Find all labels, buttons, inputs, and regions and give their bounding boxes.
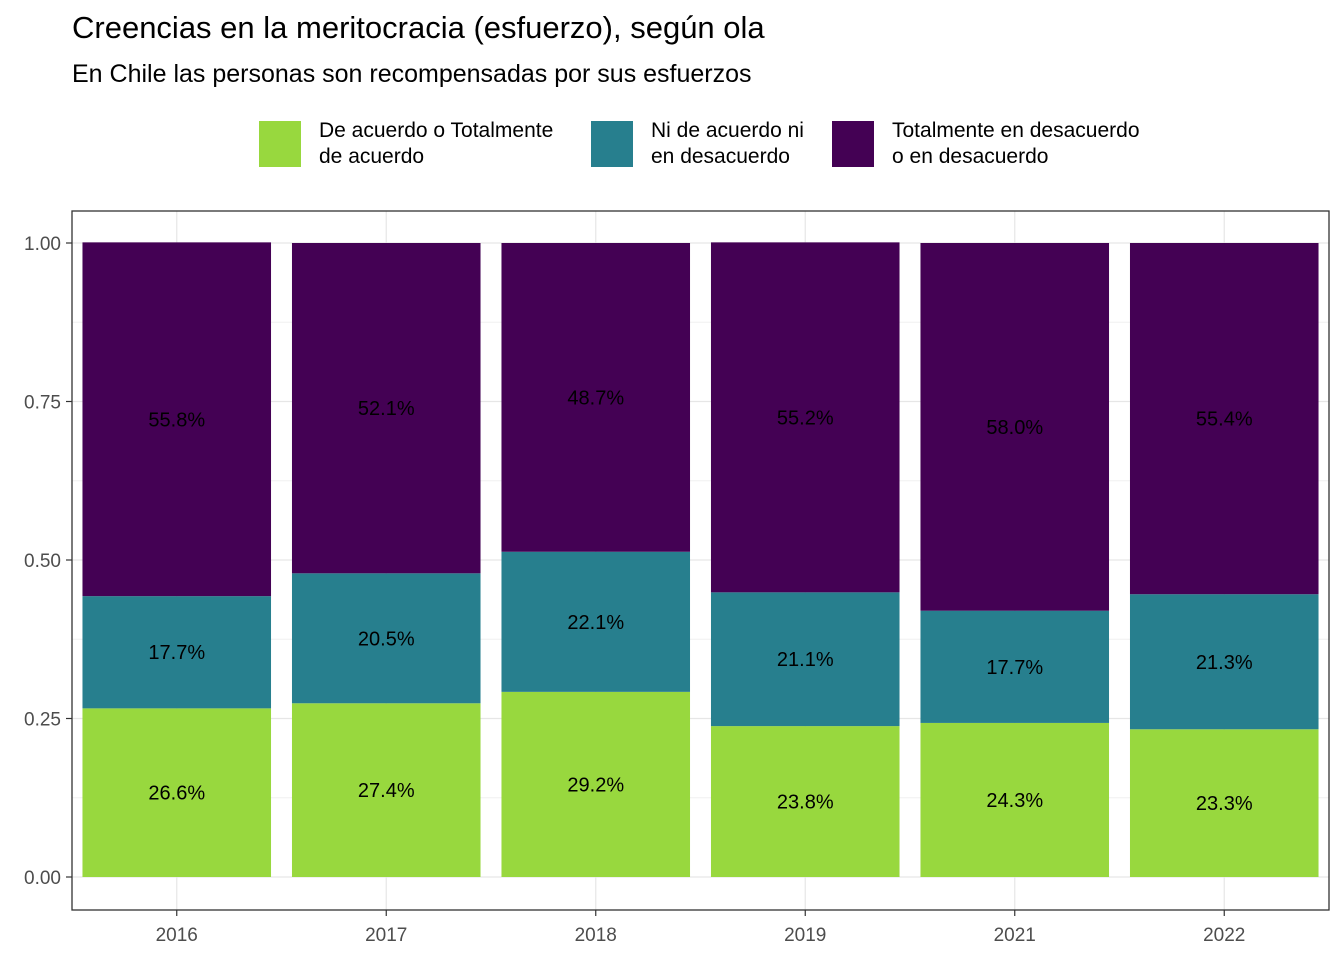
data-label-2019-series-0: 23.8% bbox=[777, 792, 834, 814]
x-tick-label: 2018 bbox=[575, 925, 617, 946]
y-tick-label: 0.25 bbox=[24, 710, 61, 731]
legend-label-disagree-line-2: o en desacuerdo bbox=[892, 145, 1049, 168]
legend-label-agree-line-2: de acuerdo bbox=[319, 145, 425, 168]
x-tick-label: 2017 bbox=[365, 925, 407, 946]
data-label-2016-series-2: 55.8% bbox=[148, 409, 205, 431]
data-label-2018-series-2: 48.7% bbox=[567, 387, 624, 409]
bar-2022-series-1 bbox=[1129, 594, 1319, 730]
bar-2021-series-2 bbox=[920, 243, 1110, 611]
x-tick-label: 2019 bbox=[784, 925, 826, 946]
y-tick-label: 0.75 bbox=[24, 393, 61, 414]
legend-label-agree: De acuerdo o Totalmente de acuerdo bbox=[319, 118, 553, 170]
bar-2019-series-1 bbox=[710, 592, 900, 727]
bar-2016-series-0 bbox=[82, 708, 272, 877]
x-tick-label: 2016 bbox=[156, 925, 198, 946]
data-label-2022-series-1: 21.3% bbox=[1196, 652, 1253, 674]
bar-2021-series-0 bbox=[920, 722, 1110, 877]
data-label-2017-series-0: 27.4% bbox=[358, 780, 415, 802]
bar-2017-series-1 bbox=[291, 573, 481, 704]
legend-key-neutral bbox=[591, 121, 633, 167]
data-label-2022-series-0: 23.3% bbox=[1196, 793, 1253, 815]
data-label-2021-series-0: 24.3% bbox=[986, 790, 1043, 812]
y-tick-label: 1.00 bbox=[24, 234, 61, 255]
bar-2018-series-0 bbox=[501, 691, 691, 877]
data-label-2017-series-1: 20.5% bbox=[358, 628, 415, 650]
legend-label-disagree: Totalmente en desacuerdo o en desacuerdo bbox=[892, 118, 1140, 170]
y-tick-label: 0.00 bbox=[24, 868, 61, 889]
data-label-2016-series-0: 26.6% bbox=[148, 783, 205, 805]
legend-label-neutral-line-1: Ni de acuerdo ni bbox=[651, 119, 804, 142]
legend-item-agree: De acuerdo o Totalmente de acuerdo bbox=[259, 118, 553, 170]
chart-subtitle: En Chile las personas son recompensadas … bbox=[72, 60, 752, 88]
data-label-2018-series-1: 22.1% bbox=[567, 612, 624, 634]
chart-title: Creencias en la meritocracia (esfuerzo),… bbox=[72, 10, 765, 45]
legend-label-neutral-line-2: en desacuerdo bbox=[651, 145, 790, 168]
data-label-2017-series-2: 52.1% bbox=[358, 398, 415, 420]
legend-item-disagree: Totalmente en desacuerdo o en desacuerdo bbox=[832, 118, 1140, 170]
legend-item-neutral: Ni de acuerdo ni en desacuerdo bbox=[591, 118, 804, 170]
data-label-2021-series-2: 58.0% bbox=[986, 417, 1043, 439]
bar-2018-series-2 bbox=[501, 243, 691, 552]
legend-label-neutral: Ni de acuerdo ni en desacuerdo bbox=[651, 118, 804, 170]
bar-2018-series-1 bbox=[501, 551, 691, 692]
bar-2019-series-0 bbox=[710, 726, 900, 877]
legend-key-agree bbox=[259, 121, 301, 167]
bar-2022-series-0 bbox=[1129, 729, 1319, 877]
data-label-2018-series-0: 29.2% bbox=[567, 774, 624, 796]
x-tick-label: 2022 bbox=[1203, 925, 1245, 946]
bar-2022-series-2 bbox=[1129, 243, 1319, 595]
bar-2017-series-0 bbox=[291, 703, 481, 877]
bar-2016-series-2 bbox=[82, 242, 272, 597]
data-label-2016-series-1: 17.7% bbox=[148, 642, 205, 664]
bar-2016-series-1 bbox=[82, 596, 272, 709]
data-label-2019-series-1: 21.1% bbox=[777, 649, 834, 671]
bar-2021-series-1 bbox=[920, 610, 1110, 723]
y-tick-label: 0.50 bbox=[24, 551, 61, 572]
bar-2017-series-2 bbox=[291, 243, 481, 574]
bar-2019-series-2 bbox=[710, 242, 900, 593]
legend-label-agree-line-1: De acuerdo o Totalmente bbox=[319, 119, 554, 142]
data-label-2021-series-1: 17.7% bbox=[986, 657, 1043, 679]
data-label-2022-series-2: 55.4% bbox=[1196, 409, 1253, 431]
legend-key-disagree bbox=[832, 121, 874, 167]
x-tick-label: 2021 bbox=[994, 925, 1036, 946]
legend-label-disagree-line-1: Totalmente en desacuerdo bbox=[892, 119, 1140, 142]
data-label-2019-series-2: 55.2% bbox=[777, 407, 834, 429]
